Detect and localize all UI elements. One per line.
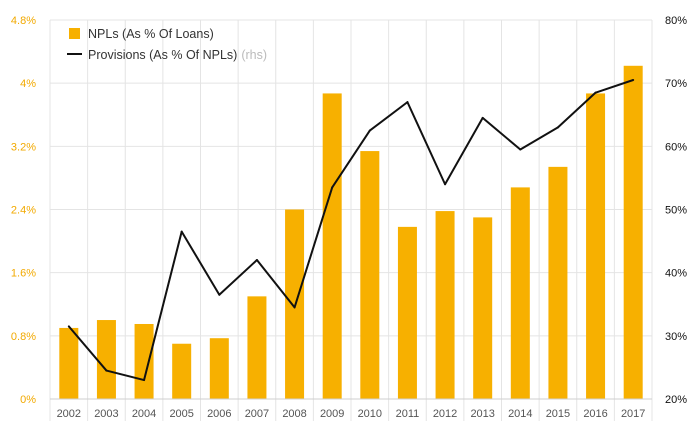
x-tick-label-2010: 2010: [358, 408, 382, 420]
y-left-tick-label: 4%: [20, 78, 36, 90]
bar-npls-2014: [510, 187, 530, 399]
bar-npls-2011: [397, 226, 417, 399]
legend-swatch-npls: [69, 28, 80, 39]
y-right-tick-label: 20%: [665, 394, 687, 406]
x-tick-label-2004: 2004: [132, 408, 156, 420]
x-tick-label-2016: 2016: [583, 408, 607, 420]
bar-npls-2013: [473, 217, 493, 399]
bar-npls-2004: [134, 323, 154, 399]
axes-layer: 0% 0.8% 1.6% 2.4% 3.2% 4% 4.8% 20% 30% 40% 50% 60% 7…: [11, 15, 687, 420]
bar-npls-2002: [59, 327, 79, 399]
point-provisions-2013: [481, 116, 484, 119]
point-provisions-2007: [255, 259, 258, 262]
bar-npls-2017: [623, 65, 643, 399]
point-provisions-2015: [556, 126, 559, 129]
y-right-tick-label: 30%: [665, 331, 687, 343]
legend-label-provisions-suffix: (rhs): [241, 48, 267, 62]
x-tick-label-2014: 2014: [508, 408, 532, 420]
point-provisions-2011: [406, 101, 409, 104]
grid-layer: [49, 19, 653, 421]
legend-label-provisions-name: Provisions (As % Of NPLs): [88, 48, 237, 62]
y-right-tick-label: 60%: [665, 141, 687, 153]
bars-layer: [59, 65, 643, 400]
x-tick-label-2012: 2012: [433, 408, 457, 420]
y-right-tick-label: 40%: [665, 268, 687, 280]
point-provisions-2003: [105, 369, 108, 372]
point-provisions-2014: [519, 148, 522, 151]
x-tick-label-2002: 2002: [57, 408, 81, 420]
point-provisions-2006: [218, 293, 221, 296]
point-provisions-2016: [594, 91, 597, 94]
y-left-tick-label: 0.8%: [11, 331, 36, 343]
y-left-tick-label: 3.2%: [11, 141, 36, 153]
line-layer: [67, 79, 635, 382]
legend-label-provisions: Provisions (As % Of NPLs) (rhs): [88, 48, 267, 62]
point-provisions-2004: [143, 379, 146, 382]
x-tick-label-2003: 2003: [94, 408, 118, 420]
point-provisions-2008: [293, 306, 296, 309]
bar-npls-2007: [247, 296, 267, 399]
point-provisions-2017: [632, 79, 635, 82]
bar-npls-2010: [360, 151, 380, 399]
line-provisions: [68, 79, 634, 382]
y-right-tick-label: 50%: [665, 205, 687, 217]
x-tick-label-2007: 2007: [245, 408, 269, 420]
point-provisions-2009: [331, 186, 334, 189]
bar-npls-2006: [209, 338, 229, 399]
bar-npls-2009: [322, 93, 342, 400]
x-tick-label-2005: 2005: [169, 408, 193, 420]
y-left-tick-label: 1.6%: [11, 268, 36, 280]
x-tick-label-2008: 2008: [282, 408, 306, 420]
x-tick-label-2009: 2009: [320, 408, 344, 420]
legend-label-npls: NPLs (As % Of Loans): [88, 27, 214, 41]
y-right-tick-label: 70%: [665, 78, 687, 90]
point-provisions-2005: [180, 230, 183, 233]
x-tick-label-2011: 2011: [396, 408, 420, 420]
bar-npls-2015: [548, 166, 568, 399]
x-tick-label-2017: 2017: [621, 408, 645, 420]
x-tick-label-2013: 2013: [470, 408, 494, 420]
bar-npls-2005: [172, 343, 192, 399]
point-provisions-2010: [368, 129, 371, 132]
y-left-tick-label: 0%: [20, 394, 36, 406]
point-provisions-2002: [67, 325, 70, 328]
y-left-tick-label: 2.4%: [11, 205, 36, 217]
bar-npls-2016: [586, 93, 606, 400]
y-left-tick-label: 4.8%: [11, 15, 36, 27]
bar-npls-2012: [435, 211, 455, 399]
x-tick-label-2015: 2015: [546, 408, 570, 420]
bar-npls-2003: [96, 320, 116, 399]
legend: NPLs (As % Of Loans) Provisions (As % Of…: [67, 27, 267, 62]
x-tick-label-2006: 2006: [207, 408, 231, 420]
y-right-tick-label: 80%: [665, 15, 687, 27]
point-provisions-2012: [444, 183, 447, 186]
